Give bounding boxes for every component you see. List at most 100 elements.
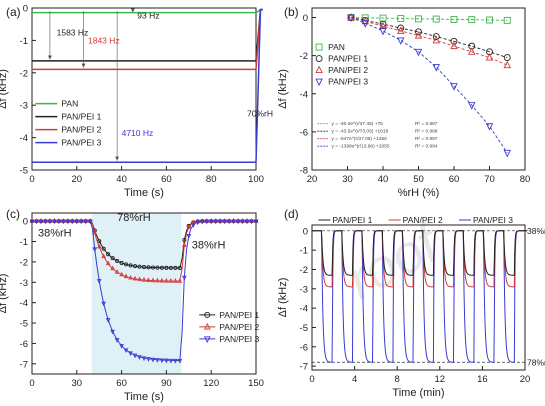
data-point <box>164 358 169 364</box>
data-point <box>96 243 102 249</box>
data-point <box>34 219 39 225</box>
y-tick-label: -2 <box>300 265 308 276</box>
x-tick-label: 80 <box>206 174 217 185</box>
data-point <box>110 329 115 335</box>
data-point <box>124 262 129 267</box>
data-point <box>226 219 232 225</box>
fit-r-squared: R² = 0.987 <box>415 121 438 127</box>
y-tick-label: -1 <box>20 36 28 47</box>
data-point <box>141 276 147 282</box>
data-point <box>52 219 57 225</box>
y-tick-label: -5 <box>20 166 28 177</box>
data-point <box>173 265 178 270</box>
fit-equation: y = -1398e^(r/13.96) +2055 <box>332 144 390 150</box>
data-point <box>38 219 44 225</box>
data-point <box>96 279 102 284</box>
data-point <box>186 233 192 239</box>
series-line-pan-pei-1 <box>312 230 528 276</box>
data-point <box>450 15 458 23</box>
data-point <box>123 348 129 354</box>
y-tick-label: -8 <box>300 166 308 177</box>
data-point <box>182 237 187 243</box>
legend-label: PAN/PEI 3 <box>473 215 513 225</box>
data-point <box>164 277 169 283</box>
data-point <box>137 264 142 269</box>
y-tick-label: -4 <box>20 298 28 309</box>
x-axis-label: %rH (%) <box>398 187 440 199</box>
legend-label: PAN/PEI 2 <box>328 65 368 75</box>
y-tick-label: 0 <box>23 217 28 228</box>
x-tick-label: 0 <box>29 174 34 185</box>
data-point <box>159 265 164 270</box>
data-point <box>159 358 165 364</box>
x-tick-label: 0 <box>29 378 34 389</box>
x-axis-label: Time (min) <box>392 387 444 399</box>
fit-r-squared: R² = 0.994 <box>415 144 438 150</box>
data-point <box>432 33 440 41</box>
x-tick-label: 60 <box>449 174 460 185</box>
data-point <box>43 219 48 225</box>
data-point <box>208 219 214 225</box>
data-point <box>217 219 223 225</box>
data-point <box>177 265 182 271</box>
data-point <box>415 15 422 23</box>
data-point <box>101 253 107 259</box>
data-point <box>29 219 35 225</box>
data-point <box>168 277 174 283</box>
data-point <box>65 219 71 225</box>
x-tick-label: 0 <box>309 374 314 385</box>
legend-label: PAN/PEI 1 <box>328 54 368 64</box>
data-point <box>450 41 458 50</box>
y-axis-label: Δf (kHz) <box>277 69 289 109</box>
y-tick-label: -7 <box>300 362 308 373</box>
y-tick-label: -3 <box>20 278 28 289</box>
legend-marker <box>315 43 323 51</box>
data-point <box>146 357 151 362</box>
x-tick-label: 60 <box>161 174 172 185</box>
data-point <box>204 219 210 225</box>
data-point <box>450 37 458 45</box>
x-tick-label: 100 <box>248 174 264 185</box>
data-point <box>114 269 120 274</box>
legend-label: PAN <box>328 42 345 52</box>
data-point <box>173 358 178 364</box>
annotation-78-rh: 78%rH <box>527 357 545 367</box>
data-point <box>119 260 124 265</box>
data-point <box>432 15 440 23</box>
annotation-38-rh-right: 38%rH <box>192 240 226 252</box>
data-point <box>150 277 156 283</box>
data-point <box>101 246 106 251</box>
data-point <box>92 247 98 253</box>
fit-line-pan-pei-3 <box>350 17 508 154</box>
data-point <box>74 219 80 225</box>
data-point <box>450 83 458 91</box>
x-tick-label: 16 <box>477 374 488 385</box>
arrow-head <box>130 8 135 13</box>
x-axis-label: Time (s) <box>124 187 164 199</box>
data-point <box>110 256 115 261</box>
data-point <box>106 252 111 257</box>
data-point <box>253 219 259 225</box>
legend-marker <box>203 322 211 330</box>
data-point <box>199 218 205 223</box>
x-tick-label: 150 <box>248 378 264 389</box>
data-point <box>69 219 75 225</box>
panel-d: 0 4 8 12 16 20 0 -1 -2 -3 -4 -5 -6 -7 Time (min) Δf (kH… <box>277 215 545 399</box>
legend-marker <box>315 55 323 63</box>
x-tick-label: 20 <box>307 174 318 185</box>
data-point <box>181 275 187 281</box>
annotation-38-rh: 38%rH <box>527 226 545 236</box>
x-tick-label: 70 <box>484 174 495 185</box>
annotation-38-rh-left: 38%rH <box>38 227 72 239</box>
y-tick-label: -6 <box>300 127 308 138</box>
y-tick-label: 0 <box>23 4 28 15</box>
y-tick-label: -6 <box>20 339 28 350</box>
x-tick-label: 80 <box>520 174 531 185</box>
legend-label: PAN/PEI 2 <box>403 215 443 225</box>
data-point <box>87 219 93 225</box>
data-point <box>110 265 115 271</box>
data-point <box>128 274 133 280</box>
panel-b: 20 30 40 50 60 70 80 0 -2 -4 -6 -8 %rH (%) Δf (kHz) PA… <box>277 7 531 199</box>
panel-label-b: (b) <box>284 5 299 19</box>
data-point <box>397 37 405 45</box>
